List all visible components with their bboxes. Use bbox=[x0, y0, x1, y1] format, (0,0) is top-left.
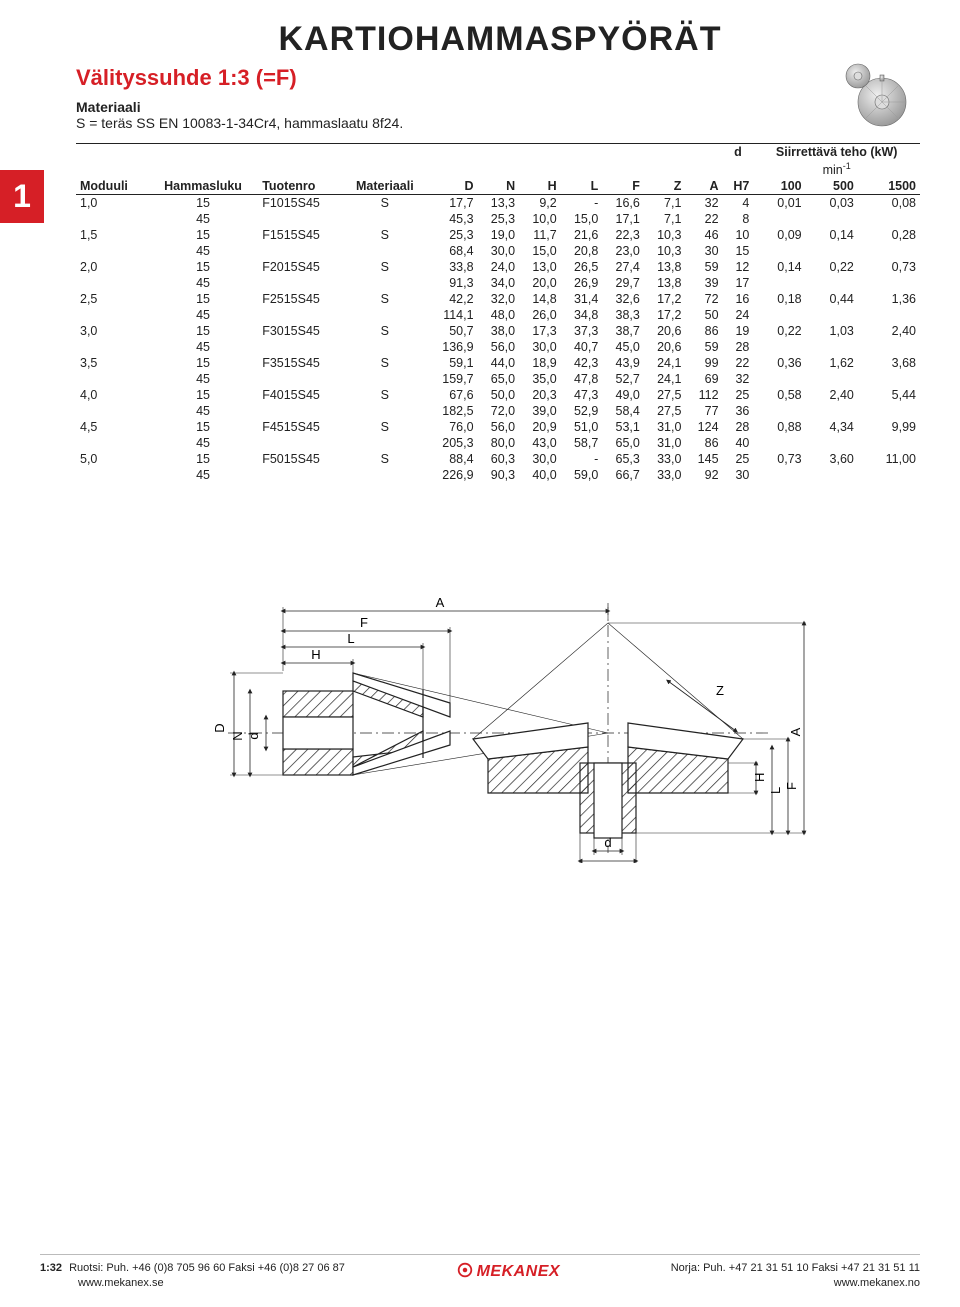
dim-A-right: A bbox=[788, 727, 803, 736]
table-row: 4591,334,020,026,929,713,83917 bbox=[76, 275, 920, 291]
dim-N-bot: N bbox=[603, 861, 612, 863]
technical-drawing: A F L H D N bbox=[188, 563, 808, 863]
col-h: H bbox=[519, 178, 561, 195]
footer-right-line1: Norja: Puh. +47 21 31 51 10 Faksi +47 21… bbox=[671, 1262, 920, 1274]
dim-Z: Z bbox=[716, 683, 724, 698]
col-h7: H7 bbox=[723, 178, 754, 195]
dim-D-left: D bbox=[212, 723, 227, 732]
page-footer: 1:32 Ruotsi: Puh. +46 (0)8 705 96 60 Fak… bbox=[40, 1254, 920, 1291]
dim-d-left: d bbox=[246, 733, 261, 740]
footer-right-line2: www.mekanex.no bbox=[834, 1277, 920, 1289]
dim-F-right: F bbox=[784, 782, 799, 790]
table-row: 45159,765,035,047,852,724,16932 bbox=[76, 371, 920, 387]
material-desc: S = teräs SS EN 10083-1-34Cr4, hammaslaa… bbox=[76, 115, 920, 131]
table-row: 4568,430,015,020,823,010,33015 bbox=[76, 243, 920, 259]
min-header: min-1 bbox=[753, 160, 920, 178]
power-header: Siirrettävä teho (kW) bbox=[753, 144, 920, 161]
col-d: D bbox=[427, 178, 478, 195]
col-f: F bbox=[602, 178, 644, 195]
dim-L-right: L bbox=[768, 787, 783, 794]
dim-H-top: H bbox=[311, 647, 320, 662]
gear-pair-icon bbox=[836, 62, 916, 128]
page-title: KARTIOHAMMASPYÖRÄT bbox=[80, 20, 920, 59]
table-row: 4,015F4015S45S67,650,020,347,349,027,511… bbox=[76, 387, 920, 403]
col-a: A bbox=[685, 178, 722, 195]
col-d-label: d bbox=[723, 144, 754, 161]
dim-d-bot: d bbox=[604, 835, 611, 850]
dim-L-top: L bbox=[347, 631, 354, 646]
dim-H-right: H bbox=[752, 773, 767, 782]
table-row: 3,515F3515S45S59,144,018,942,343,924,199… bbox=[76, 355, 920, 371]
footer-left-line2: www.mekanex.se bbox=[78, 1277, 164, 1289]
table-row: 4545,325,310,015,017,17,1228 bbox=[76, 211, 920, 227]
col-1500: 1500 bbox=[858, 178, 920, 195]
table-row: 2,015F2015S45S33,824,013,026,527,413,859… bbox=[76, 259, 920, 275]
dim-N-left: N bbox=[230, 731, 245, 740]
dim-F-top: F bbox=[360, 615, 368, 630]
table-row: 45114,148,026,034,838,317,25024 bbox=[76, 307, 920, 323]
col-moduuli: Moduuli bbox=[76, 178, 148, 195]
side-tab: 1 bbox=[0, 170, 44, 223]
table-row: 45226,990,340,059,066,733,09230 bbox=[76, 467, 920, 483]
page-number: 1:32 bbox=[40, 1262, 62, 1274]
col-hammasluku: Hammasluku bbox=[148, 178, 258, 195]
data-table-wrap: d Siirrettävä teho (kW) min-1 ModuuliHam… bbox=[76, 143, 920, 483]
col-n: N bbox=[478, 178, 520, 195]
col-materiaali: Materiaali bbox=[343, 178, 427, 195]
table-row: 45136,956,030,040,745,020,65928 bbox=[76, 339, 920, 355]
dim-A-top: A bbox=[436, 595, 445, 610]
table-row: 1,515F1515S45S25,319,011,721,622,310,346… bbox=[76, 227, 920, 243]
col-500: 500 bbox=[806, 178, 858, 195]
table-row: 5,015F5015S45S88,460,330,0-65,333,014525… bbox=[76, 451, 920, 467]
col-tuotenro: Tuotenro bbox=[258, 178, 342, 195]
table-row: 3,015F3015S45S50,738,017,337,338,720,686… bbox=[76, 323, 920, 339]
spec-table: d Siirrettävä teho (kW) min-1 ModuuliHam… bbox=[76, 143, 920, 483]
material-label: Materiaali bbox=[76, 99, 920, 115]
footer-logo: MEKANEX bbox=[456, 1261, 561, 1281]
page-subtitle: Välityssuhde 1:3 (=F) bbox=[76, 65, 920, 91]
table-row: 45182,572,039,052,958,427,57736 bbox=[76, 403, 920, 419]
col-100: 100 bbox=[753, 178, 805, 195]
col-z: Z bbox=[644, 178, 686, 195]
col-l: L bbox=[561, 178, 603, 195]
table-row: 2,515F2515S45S42,232,014,831,432,617,272… bbox=[76, 291, 920, 307]
table-row: 1,015F1015S45S17,713,39,2-16,67,13240,01… bbox=[76, 195, 920, 212]
footer-left-line1: Ruotsi: Puh. +46 (0)8 705 96 60 Faksi +4… bbox=[69, 1262, 345, 1274]
table-row: 45205,380,043,058,765,031,08640 bbox=[76, 435, 920, 451]
table-row: 4,515F4515S45S76,056,020,951,053,131,012… bbox=[76, 419, 920, 435]
